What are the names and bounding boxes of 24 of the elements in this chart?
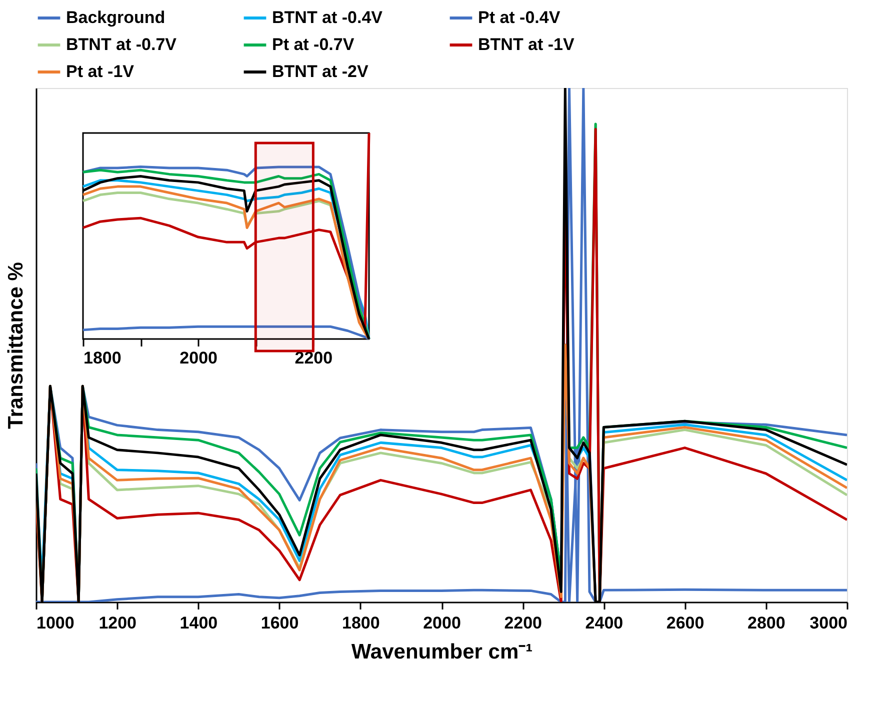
x-tick-label: 2000 <box>180 348 218 368</box>
x-tick-label: 2000 <box>423 614 461 632</box>
legend-label: Background <box>66 8 166 27</box>
legend-label: BTNT at -2V <box>272 62 369 81</box>
x-tick-label: 1600 <box>260 614 299 632</box>
x-tick-label: 2200 <box>504 614 542 632</box>
x-tick-label: 1800 <box>84 348 122 368</box>
legend-label: BTNT at -0.4V <box>272 8 384 27</box>
x-tick-label: 2600 <box>666 614 704 632</box>
legend-label: Pt at -1V <box>66 62 135 81</box>
x-tick-label: 1200 <box>98 614 137 632</box>
y-axis-title: Transmittance % <box>4 262 28 429</box>
x-tick-label: 2400 <box>585 614 624 632</box>
legend-label: Pt at -0.4V <box>478 8 561 27</box>
x-tick-label: 2800 <box>747 614 786 632</box>
legend-label: BTNT at -1V <box>478 35 575 54</box>
x-tick-label: 1800 <box>342 614 380 632</box>
legend-label: BTNT at -0.7V <box>66 35 178 54</box>
x-tick-label: 1000 <box>36 614 74 632</box>
x-axis-title: Wavenumber cm⁻¹ <box>351 640 533 664</box>
x-tick-label: 1400 <box>180 614 218 632</box>
x-tick-label: 2200 <box>294 348 333 368</box>
x-tick-label: 3000 <box>810 614 848 632</box>
legend-label: Pt at -0.7V <box>272 35 355 54</box>
